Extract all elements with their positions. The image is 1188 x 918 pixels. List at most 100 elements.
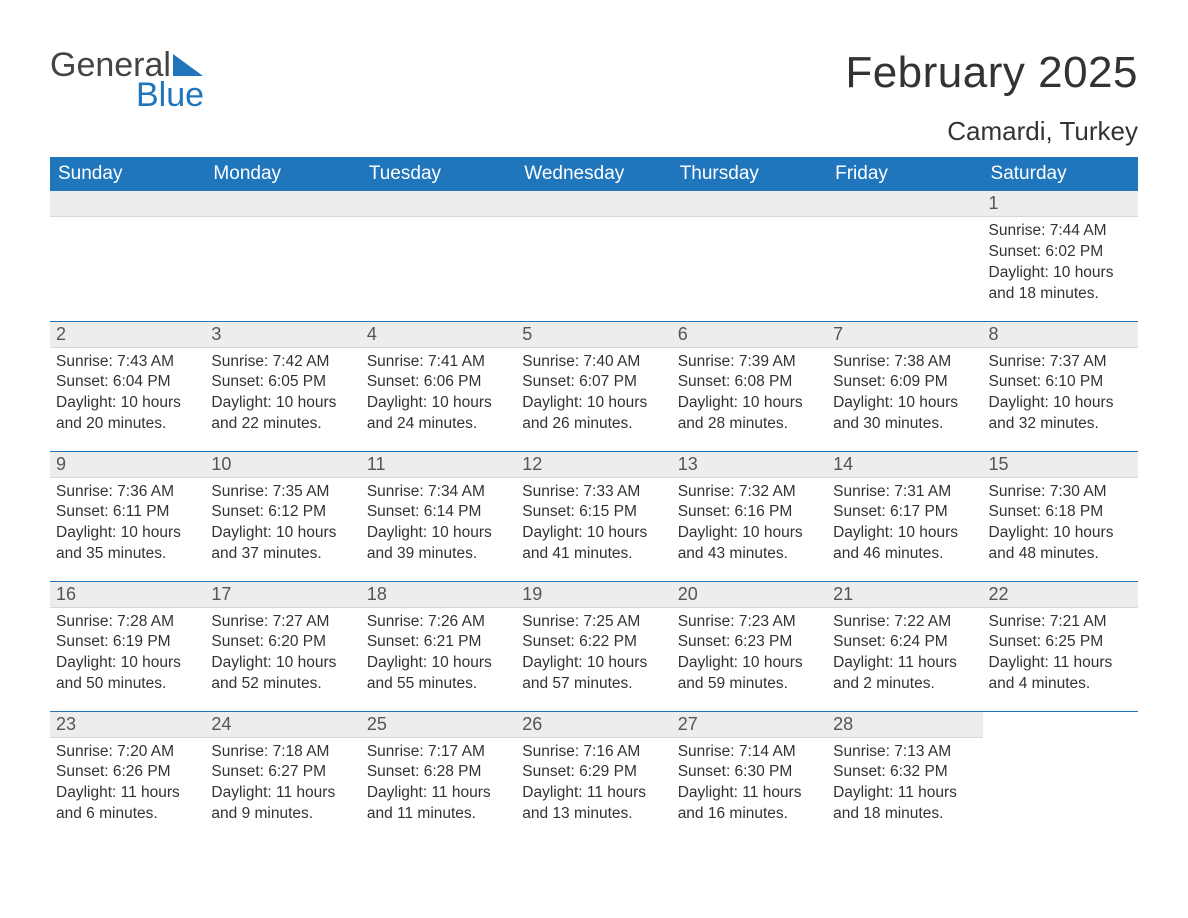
calendar-day-cell: 22Sunrise: 7:21 AMSunset: 6:25 PMDayligh…: [983, 581, 1138, 711]
day-details: Sunrise: 7:30 AMSunset: 6:18 PMDaylight:…: [983, 478, 1138, 570]
calendar-day-cell: [827, 191, 982, 321]
daylight-line-1: Daylight: 10 hours: [989, 523, 1132, 544]
day-details: Sunrise: 7:22 AMSunset: 6:24 PMDaylight:…: [827, 608, 982, 700]
day-number: 22: [983, 582, 1138, 608]
title-block: February 2025 Camardi, Turkey: [845, 48, 1138, 147]
calendar-day-cell: [672, 191, 827, 321]
sunset-line: Sunset: 6:09 PM: [833, 372, 976, 393]
calendar-table: Sunday Monday Tuesday Wednesday Thursday…: [50, 157, 1138, 841]
daylight-line-2: and 20 minutes.: [56, 414, 199, 435]
sunset-line: Sunset: 6:04 PM: [56, 372, 199, 393]
daylight-line-2: and 35 minutes.: [56, 544, 199, 565]
calendar-day-cell: 1Sunrise: 7:44 AMSunset: 6:02 PMDaylight…: [983, 191, 1138, 321]
calendar-day-cell: [361, 191, 516, 321]
daylight-line-1: Daylight: 11 hours: [56, 783, 199, 804]
weekday-header: Tuesday: [361, 157, 516, 191]
daylight-line-2: and 28 minutes.: [678, 414, 821, 435]
daylight-line-1: Daylight: 10 hours: [367, 523, 510, 544]
calendar-day-cell: 26Sunrise: 7:16 AMSunset: 6:29 PMDayligh…: [516, 711, 671, 841]
daylight-line-2: and 41 minutes.: [522, 544, 665, 565]
daylight-line-1: Daylight: 11 hours: [367, 783, 510, 804]
calendar-day-cell: 4Sunrise: 7:41 AMSunset: 6:06 PMDaylight…: [361, 321, 516, 451]
day-details: [205, 217, 360, 225]
daylight-line-2: and 57 minutes.: [522, 674, 665, 695]
sunset-line: Sunset: 6:18 PM: [989, 502, 1132, 523]
calendar-day-cell: 6Sunrise: 7:39 AMSunset: 6:08 PMDaylight…: [672, 321, 827, 451]
day-number: 17: [205, 582, 360, 608]
daylight-line-1: Daylight: 11 hours: [989, 653, 1132, 674]
daylight-line-2: and 50 minutes.: [56, 674, 199, 695]
daylight-line-1: Daylight: 10 hours: [56, 653, 199, 674]
calendar-day-cell: 12Sunrise: 7:33 AMSunset: 6:15 PMDayligh…: [516, 451, 671, 581]
daylight-line-2: and 55 minutes.: [367, 674, 510, 695]
day-details: Sunrise: 7:28 AMSunset: 6:19 PMDaylight:…: [50, 608, 205, 700]
calendar-week-row: 1Sunrise: 7:44 AMSunset: 6:02 PMDaylight…: [50, 191, 1138, 321]
calendar-day-cell: 19Sunrise: 7:25 AMSunset: 6:22 PMDayligh…: [516, 581, 671, 711]
day-number: 1: [983, 191, 1138, 217]
calendar-day-cell: 7Sunrise: 7:38 AMSunset: 6:09 PMDaylight…: [827, 321, 982, 451]
day-details: [983, 737, 1138, 745]
sunrise-line: Sunrise: 7:33 AM: [522, 482, 665, 503]
sunset-line: Sunset: 6:15 PM: [522, 502, 665, 523]
day-number: [827, 191, 982, 217]
day-details: Sunrise: 7:36 AMSunset: 6:11 PMDaylight:…: [50, 478, 205, 570]
daylight-line-1: Daylight: 10 hours: [989, 393, 1132, 414]
daylight-line-1: Daylight: 10 hours: [833, 393, 976, 414]
calendar-day-cell: [983, 711, 1138, 841]
day-details: Sunrise: 7:20 AMSunset: 6:26 PMDaylight:…: [50, 738, 205, 830]
sunrise-line: Sunrise: 7:27 AM: [211, 612, 354, 633]
daylight-line-1: Daylight: 10 hours: [678, 523, 821, 544]
day-details: Sunrise: 7:37 AMSunset: 6:10 PMDaylight:…: [983, 348, 1138, 440]
day-details: [50, 217, 205, 225]
day-details: Sunrise: 7:34 AMSunset: 6:14 PMDaylight:…: [361, 478, 516, 570]
day-number: 2: [50, 322, 205, 348]
sunset-line: Sunset: 6:22 PM: [522, 632, 665, 653]
day-details: [361, 217, 516, 225]
sunset-line: Sunset: 6:06 PM: [367, 372, 510, 393]
sunrise-line: Sunrise: 7:25 AM: [522, 612, 665, 633]
daylight-line-2: and 30 minutes.: [833, 414, 976, 435]
daylight-line-2: and 18 minutes.: [989, 284, 1132, 305]
sunrise-line: Sunrise: 7:14 AM: [678, 742, 821, 763]
sunrise-line: Sunrise: 7:36 AM: [56, 482, 199, 503]
day-number: 6: [672, 322, 827, 348]
day-number: 25: [361, 712, 516, 738]
day-details: Sunrise: 7:31 AMSunset: 6:17 PMDaylight:…: [827, 478, 982, 570]
sunrise-line: Sunrise: 7:21 AM: [989, 612, 1132, 633]
daylight-line-1: Daylight: 11 hours: [833, 653, 976, 674]
calendar-week-row: 9Sunrise: 7:36 AMSunset: 6:11 PMDaylight…: [50, 451, 1138, 581]
sunset-line: Sunset: 6:17 PM: [833, 502, 976, 523]
calendar-day-cell: 9Sunrise: 7:36 AMSunset: 6:11 PMDaylight…: [50, 451, 205, 581]
day-details: Sunrise: 7:40 AMSunset: 6:07 PMDaylight:…: [516, 348, 671, 440]
sunrise-line: Sunrise: 7:31 AM: [833, 482, 976, 503]
sunrise-line: Sunrise: 7:35 AM: [211, 482, 354, 503]
logo: General Blue: [50, 48, 204, 112]
sunrise-line: Sunrise: 7:39 AM: [678, 352, 821, 373]
daylight-line-2: and 11 minutes.: [367, 804, 510, 825]
daylight-line-1: Daylight: 11 hours: [522, 783, 665, 804]
sunrise-line: Sunrise: 7:43 AM: [56, 352, 199, 373]
calendar-day-cell: 18Sunrise: 7:26 AMSunset: 6:21 PMDayligh…: [361, 581, 516, 711]
daylight-line-2: and 4 minutes.: [989, 674, 1132, 695]
sunset-line: Sunset: 6:28 PM: [367, 762, 510, 783]
sunset-line: Sunset: 6:20 PM: [211, 632, 354, 653]
calendar-day-cell: 25Sunrise: 7:17 AMSunset: 6:28 PMDayligh…: [361, 711, 516, 841]
calendar-body: 1Sunrise: 7:44 AMSunset: 6:02 PMDaylight…: [50, 191, 1138, 841]
day-number: 12: [516, 452, 671, 478]
day-number: 23: [50, 712, 205, 738]
daylight-line-1: Daylight: 10 hours: [522, 393, 665, 414]
calendar-day-cell: 16Sunrise: 7:28 AMSunset: 6:19 PMDayligh…: [50, 581, 205, 711]
daylight-line-1: Daylight: 11 hours: [678, 783, 821, 804]
sunrise-line: Sunrise: 7:30 AM: [989, 482, 1132, 503]
day-number: [50, 191, 205, 217]
calendar-week-row: 16Sunrise: 7:28 AMSunset: 6:19 PMDayligh…: [50, 581, 1138, 711]
day-details: Sunrise: 7:39 AMSunset: 6:08 PMDaylight:…: [672, 348, 827, 440]
day-details: Sunrise: 7:38 AMSunset: 6:09 PMDaylight:…: [827, 348, 982, 440]
calendar-day-cell: 15Sunrise: 7:30 AMSunset: 6:18 PMDayligh…: [983, 451, 1138, 581]
daylight-line-2: and 13 minutes.: [522, 804, 665, 825]
daylight-line-2: and 59 minutes.: [678, 674, 821, 695]
month-title: February 2025: [845, 48, 1138, 98]
calendar-day-cell: 24Sunrise: 7:18 AMSunset: 6:27 PMDayligh…: [205, 711, 360, 841]
sunset-line: Sunset: 6:05 PM: [211, 372, 354, 393]
daylight-line-1: Daylight: 10 hours: [678, 653, 821, 674]
